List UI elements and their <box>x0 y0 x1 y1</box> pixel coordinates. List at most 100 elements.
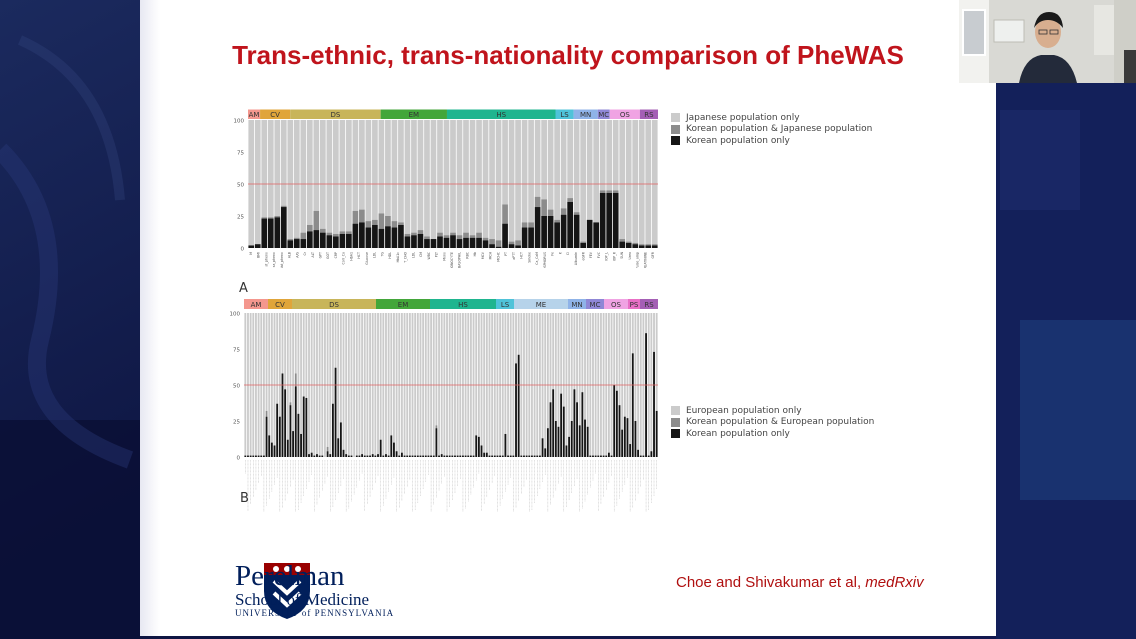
bar-segment-light <box>552 313 555 390</box>
x-tick-label: waist_pheno <box>280 252 284 268</box>
bar-segment-light <box>456 313 459 456</box>
bar-segment-dark <box>573 389 576 457</box>
bar-segment-light <box>430 120 437 240</box>
bar-segment-mid <box>541 199 547 216</box>
bar-segment-dark <box>424 239 430 248</box>
citation-authors: Choe and Shivakumar et al, <box>676 574 866 591</box>
bar-segment-light <box>454 313 456 456</box>
panel-letter-a: A <box>239 281 248 296</box>
bar-segment-light <box>267 120 274 218</box>
bar-segment-light <box>403 313 406 456</box>
bar-segment-light <box>499 313 502 456</box>
bar-segment-dark <box>430 239 437 248</box>
citation: Choe and Shivakumar et al, medRxiv <box>676 574 924 591</box>
y-tick-label: 75 <box>237 151 244 157</box>
bar-segment-dark <box>398 224 404 248</box>
bar-segment-dark <box>462 455 464 457</box>
chart-panel-b: 0 25 50 75 100 AM CV DS EM HS LS ME MN MC OS PS RS <box>230 299 658 512</box>
bar-segment-mid <box>619 239 626 242</box>
x-tick-label: HbA1c <box>396 252 400 263</box>
bar-segment-light <box>424 313 427 456</box>
bar-segment-mid <box>300 232 307 240</box>
bar-segment-dark <box>472 455 475 457</box>
bar-segment-dark <box>593 222 600 248</box>
bar-segment-mid <box>274 216 281 218</box>
bar-segment-light <box>507 313 509 456</box>
bar-segment-light <box>463 120 469 233</box>
bar-segment-mid <box>326 446 329 452</box>
group-header-label: MC <box>590 301 601 309</box>
bar-segment-light <box>306 120 313 225</box>
bar-segment-dark <box>637 449 640 457</box>
bar-segment-dark <box>346 233 352 248</box>
bar-segment-dark <box>393 442 395 457</box>
bar-segment-dark <box>310 452 313 457</box>
bar-segment-light <box>382 313 385 456</box>
bar-segment-mid <box>534 196 541 208</box>
bar-segment-light <box>615 313 618 391</box>
legend-label: European population only <box>686 405 802 416</box>
bar-segment-light <box>284 313 287 390</box>
group-header-label: CV <box>270 111 280 119</box>
bar-segment-light <box>265 313 268 411</box>
bar-segment-dark <box>552 389 555 457</box>
bar-segment-light <box>467 313 470 456</box>
bar-segment-light <box>482 120 489 238</box>
group-header-label: RS <box>644 301 654 309</box>
bar-segment-dark <box>385 454 387 457</box>
bar-segment-dark <box>613 385 616 457</box>
bar-segment-mid <box>469 235 476 238</box>
legend-label: Japanese population only <box>686 112 800 123</box>
bar-segment-dark <box>541 438 544 457</box>
x-tick-label: T_CHO <box>404 252 408 264</box>
citation-journal: medRxiv <box>865 574 924 591</box>
logo-school: School of Medicine <box>235 590 370 609</box>
bar-segment-dark <box>508 244 515 248</box>
bar-segment-light <box>462 313 464 456</box>
bar-segment-light <box>477 313 480 437</box>
bar-segment-dark <box>629 444 632 457</box>
legend-swatch-dark <box>671 136 680 146</box>
bar-segment-light <box>606 120 613 191</box>
bar-segment-light <box>547 120 554 210</box>
bar-segment-dark <box>599 192 606 248</box>
group-header-label: MN <box>571 301 582 309</box>
bar-segment-mid <box>560 208 567 215</box>
bar-segment-dark <box>623 416 626 457</box>
bar-segment-dark <box>499 455 502 457</box>
bar-segment-light <box>488 313 491 456</box>
bar-segment-dark <box>495 246 502 248</box>
bar-segment-mid <box>606 190 613 193</box>
bar-segment-light <box>626 313 629 419</box>
bar-segment-mid <box>352 210 359 224</box>
bar-segment-dark <box>475 435 478 457</box>
bar-segment-dark <box>459 455 462 457</box>
group-header-label: OS <box>620 111 631 119</box>
bar-segment-mid <box>267 217 274 219</box>
bar-segment-light <box>292 313 295 432</box>
group-header-label: HS <box>458 301 468 309</box>
bar-segment-light <box>254 120 261 245</box>
group-header-em <box>380 109 447 119</box>
presenter-video[interactable] <box>959 0 1136 83</box>
bar-segment-mid <box>515 240 521 246</box>
bar-segment-mid <box>411 232 417 236</box>
bar-segment-mid <box>293 237 300 240</box>
bar-segment-dark <box>382 455 385 457</box>
bar-segment-dark <box>339 233 346 248</box>
y-tick-label: 25 <box>233 420 240 426</box>
bar-segment-mid <box>404 233 411 237</box>
x-tick-label: M <box>249 252 253 255</box>
bar-segment-dark <box>333 236 339 248</box>
bar-segment-dark <box>560 393 563 457</box>
slide-title: Trans-ethnic, trans-nationality comparis… <box>232 40 904 70</box>
bar-segment-dark <box>534 207 541 248</box>
bar-segment-mid <box>265 410 268 417</box>
bar-segment-dark <box>562 406 565 457</box>
bar-segment-light <box>451 313 454 456</box>
bar-segment-light <box>365 120 372 222</box>
x-tick-label: PLT <box>435 252 439 257</box>
bar-segment-mid <box>280 205 287 208</box>
bar-segment-dark <box>581 392 584 457</box>
bar-segment-dark <box>255 455 257 457</box>
